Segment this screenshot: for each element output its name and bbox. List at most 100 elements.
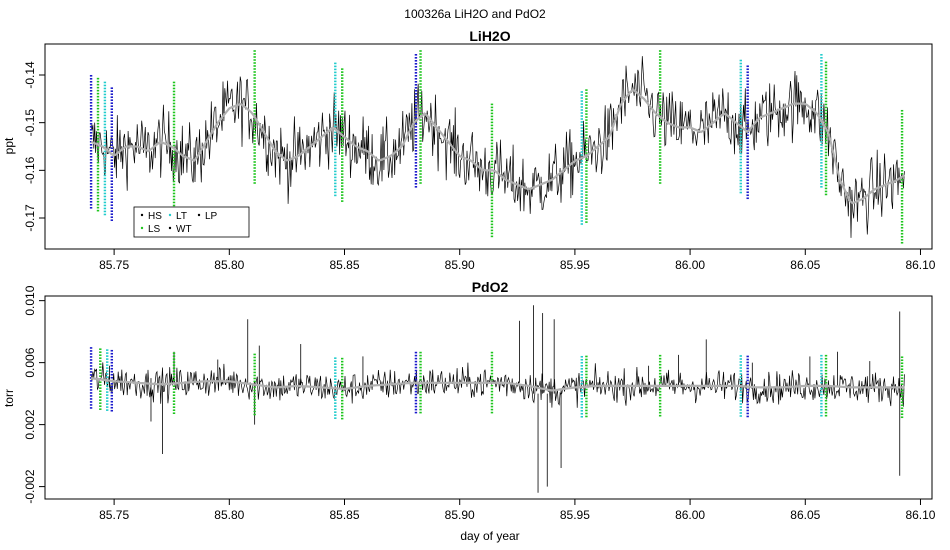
lih2o-calibration-marker [341, 125, 344, 127]
lih2o-calibration-marker [900, 217, 904, 220]
pdo2-calibration-marker [253, 356, 256, 359]
lih2o-calibration-marker [580, 202, 584, 204]
lih2o-calibration-marker [658, 50, 662, 52]
lih2o-calibration-marker [96, 209, 100, 212]
lih2o-calibration-marker [585, 104, 588, 106]
lih2o-calibration-marker [172, 177, 176, 180]
lih2o-calibration-marker [746, 71, 749, 74]
lih2o-calibration-marker [900, 211, 904, 214]
lih2o-calibration-marker [824, 175, 828, 178]
lih2o-calibration-marker [739, 65, 742, 68]
lih2o-calibration-marker [341, 179, 344, 181]
lih2o-calibration-marker [746, 119, 749, 122]
lih2o-calibration-marker [746, 122, 749, 125]
pdo2-calibration-marker [99, 348, 102, 350]
pdo2-calibration-marker [824, 354, 828, 357]
pdo2-calibration-marker [820, 408, 823, 411]
lih2o-calibration-marker [172, 198, 176, 201]
pdo2-calibration-marker [334, 372, 337, 374]
pdo2-calibration-marker [585, 376, 588, 379]
lih2o-x-tick-label: 86.05 [790, 258, 820, 272]
pdo2-calibration-marker [172, 391, 176, 394]
pdo2-calibration-marker [110, 400, 114, 403]
lih2o-calibration-marker [96, 167, 100, 170]
lih2o-calibration-marker [253, 95, 256, 97]
pdo2-calibration-marker [172, 352, 176, 355]
pdo2-calibration-marker [419, 351, 422, 354]
lih2o-calibration-marker [739, 152, 742, 155]
pdo2-y-axis: -0.002 0.002 0.006 0.010 [23, 285, 45, 504]
lih2o-calibration-marker [414, 84, 418, 86]
lih2o-calibration-marker [820, 87, 823, 89]
lih2o-calibration-marker [739, 182, 742, 185]
lih2o-calibration-marker [419, 50, 422, 52]
lih2o-calibration-marker [103, 123, 107, 126]
lih2o-calibration-marker [580, 169, 584, 171]
lih2o-calibration-marker [414, 159, 418, 161]
lih2o-calibration-marker [253, 86, 256, 88]
pdo2-calibration-marker [746, 358, 749, 361]
lih2o-calibration-marker [746, 158, 749, 161]
lih2o-calibration-marker [585, 167, 588, 169]
pdo2-calibration-marker [419, 387, 422, 390]
lih2o-calibration-marker [746, 86, 749, 89]
lih2o-calibration-marker [414, 102, 418, 104]
pdo2-calibration-marker [824, 381, 828, 384]
lih2o-calibration-marker [658, 65, 662, 67]
pdo2-calibration-marker [99, 357, 102, 359]
lih2o-calibration-marker [414, 186, 418, 188]
lih2o-calibration-marker [110, 150, 114, 152]
pdo2-calibration-marker [658, 363, 662, 366]
lih2o-smoothed-trend [90, 88, 906, 205]
lih2o-calibration-marker [341, 128, 344, 130]
lih2o-calibration-marker [253, 77, 256, 79]
pdo2-ylabel: torr [2, 389, 16, 407]
lih2o-calibration-marker [172, 156, 176, 159]
pdo2-calibration-marker [99, 366, 102, 368]
lih2o-calibration-marker [89, 188, 93, 191]
lih2o-calibration-marker [490, 139, 494, 142]
pdo2-calibration-marker [89, 353, 93, 355]
lih2o-calibration-marker [110, 183, 114, 185]
lih2o-calibration-marker [334, 137, 337, 140]
lih2o-calibration-marker [658, 173, 662, 175]
lih2o-calibration-marker [172, 117, 176, 120]
lih2o-calibration-marker [172, 159, 176, 162]
lih2o-calibration-marker [96, 182, 100, 185]
pdo2-calibration-marker [99, 387, 102, 389]
pdo2-calibration-marker [900, 359, 904, 362]
pdo2-calibration-marker [746, 397, 749, 400]
lih2o-calibration-marker [585, 110, 588, 112]
lih2o-calibration-marker [96, 200, 100, 203]
pdo2-calibration-marker [99, 381, 102, 383]
lih2o-calibration-marker [96, 98, 100, 101]
lih2o-calibration-marker [490, 148, 494, 151]
pdo2-y-tick-label: 0.010 [23, 285, 37, 315]
lih2o-calibration-marker [746, 74, 749, 77]
pdo2-calibration-marker [341, 381, 344, 384]
lih2o-calibration-marker [419, 59, 422, 61]
lih2o-calibration-marker [103, 168, 107, 171]
lih2o-calibration-marker [824, 115, 828, 118]
pdo2-calibration-marker [490, 399, 494, 402]
lih2o-calibration-marker [585, 218, 588, 220]
lih2o-calibration-marker [89, 167, 93, 170]
lih2o-calibration-marker [746, 125, 749, 128]
lih2o-calibration-marker [414, 183, 418, 185]
pdo2-calibration-marker [746, 403, 749, 406]
pdo2-calibration-marker [99, 354, 102, 356]
pdo2-calibration-marker [739, 394, 742, 396]
pdo2-calibration-marker [89, 359, 93, 361]
pdo2-calibration-marker [824, 408, 828, 411]
lih2o-calibration-marker [172, 186, 176, 189]
lih2o-calibration-marker [658, 131, 662, 133]
lih2o-calibration-marker [739, 191, 742, 194]
pdo2-calibration-marker [820, 369, 823, 372]
pdo2-calibration-marker [89, 362, 93, 364]
lih2o-calibration-marker [89, 203, 93, 206]
lih2o-calibration-marker [490, 235, 494, 238]
pdo2-calibration-marker [341, 411, 344, 414]
lih2o-calibration-marker [900, 130, 904, 133]
pdo2-calibration-marker [746, 355, 749, 358]
pdo2-calibration-marker [414, 378, 418, 381]
